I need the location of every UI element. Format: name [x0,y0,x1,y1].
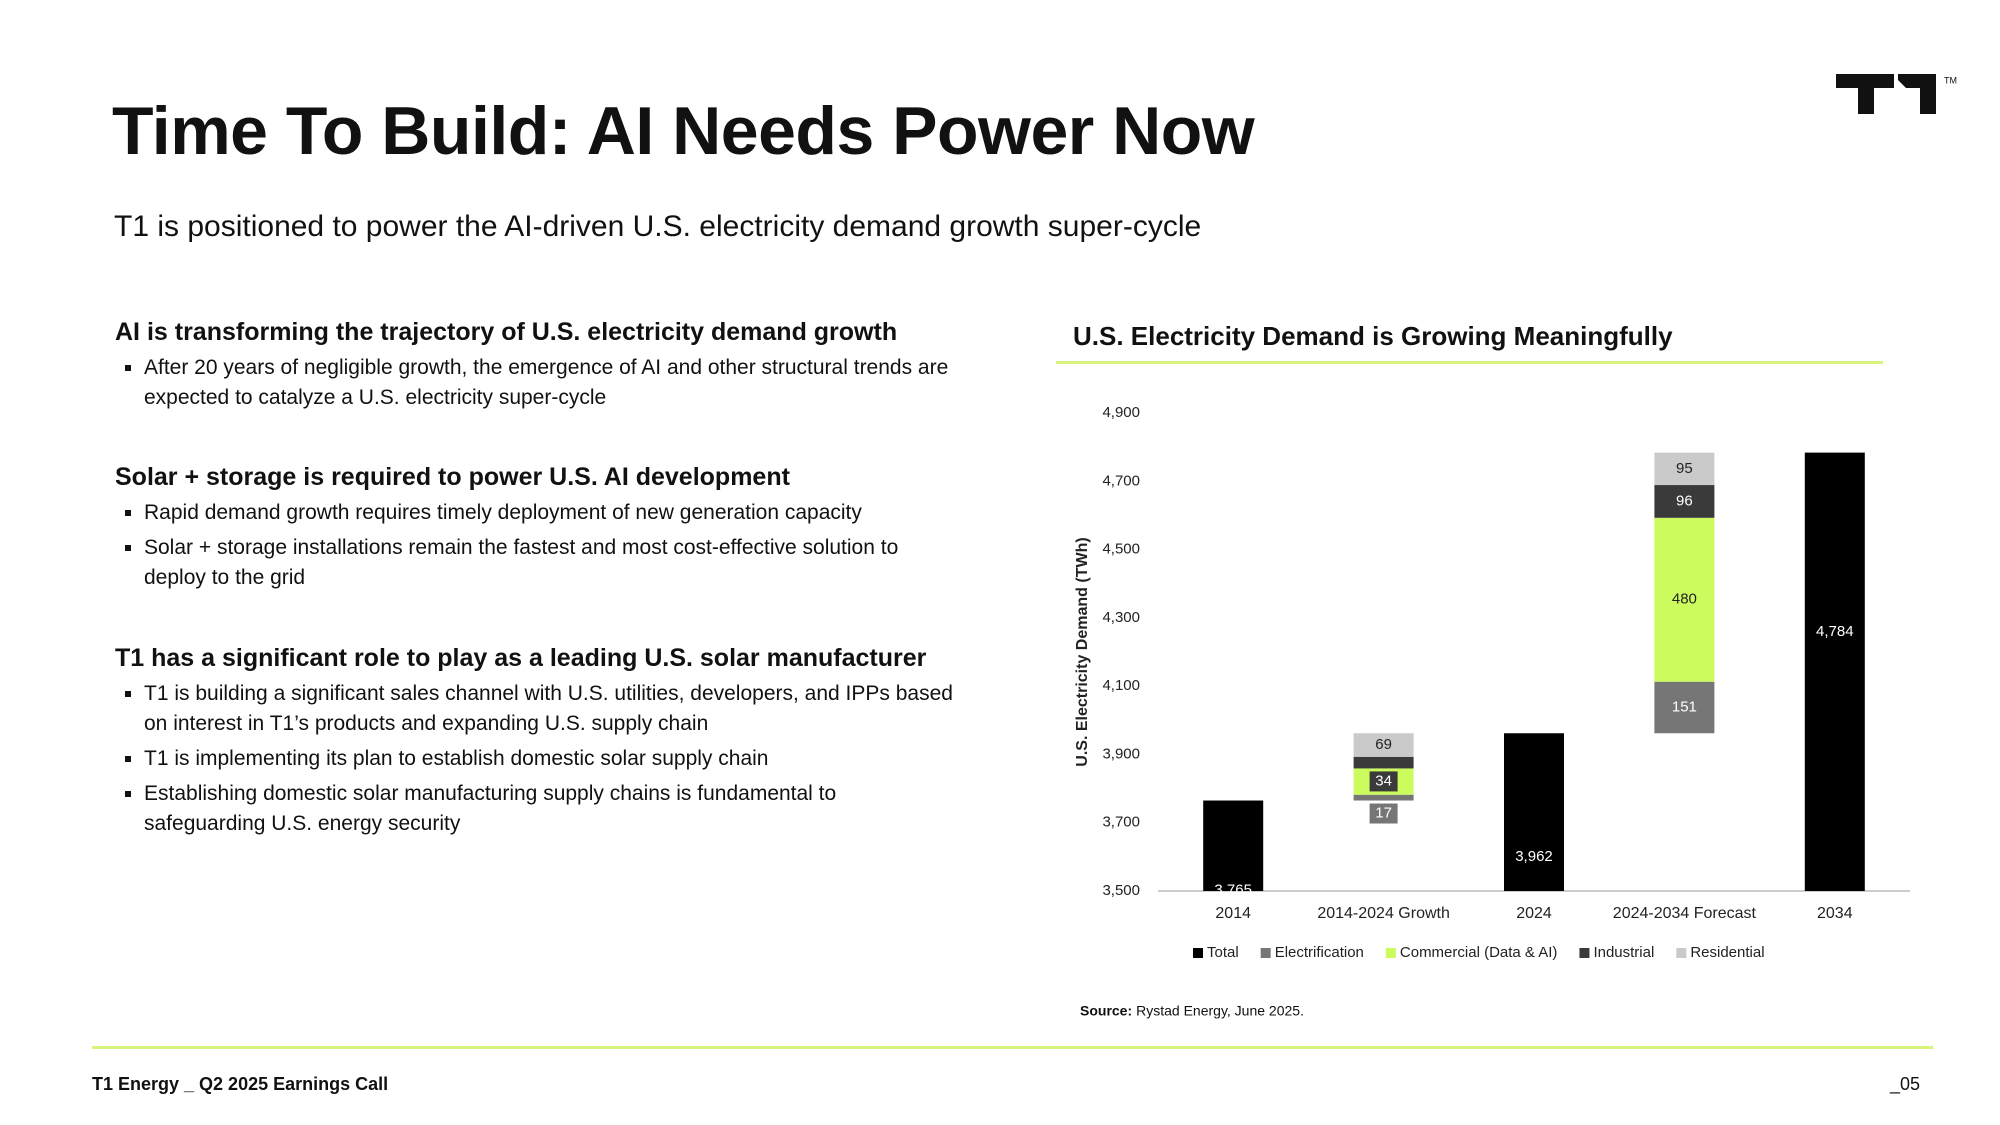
bar-segment [1654,681,1715,734]
source-label: Source: [1080,1003,1132,1019]
section: T1 has a significant role to play as a l… [115,644,955,844]
legend-swatch [1676,948,1687,958]
title: Time To Build: AI Needs Power Now [112,93,1255,169]
data-label: 3,765 [1214,882,1252,899]
y-tick-label: 3,700 [1102,814,1140,831]
x-tick-label: 2014-2024 Growth [1317,905,1450,922]
x-tick-label: 2024-2034 Forecast [1613,905,1757,922]
footer-rule [92,1046,1933,1049]
bullet: Establishing domestic solar manufacturin… [144,779,955,839]
subtitle: T1 is positioned to power the AI-driven … [114,210,1202,243]
data-label: 4,784 [1816,623,1854,640]
y-tick-label: 4,900 [1102,404,1140,421]
bar-segment [1654,452,1715,486]
x-tick-label: 2024 [1516,905,1552,922]
bar [1804,452,1865,891]
bar-segment [1654,517,1715,682]
data-label: 17 [1375,804,1392,821]
y-tick-label: 4,700 [1102,472,1140,489]
logo-tm: TM [1944,75,1957,85]
bullet: Solar + storage installations remain the… [144,533,955,593]
legend-swatch [1385,948,1396,958]
bullet-list: After 20 years of negligible growth, the… [115,353,955,413]
chart-title: U.S. Electricity Demand is Growing Meani… [1073,321,1673,351]
data-label: 96 [1676,492,1693,509]
legend-swatch [1193,948,1203,958]
y-tick-label: 3,500 [1102,882,1140,899]
source: Rystad Energy, June 2025. [1136,1003,1304,1019]
data-label: 69 [1375,736,1392,753]
legend-label: Total [1207,944,1239,961]
y-tick-label: 4,500 [1102,541,1140,558]
label-box [1369,771,1398,792]
bullet-list: T1 is building a significant sales chann… [115,679,955,839]
legend-label: Electrification [1275,944,1364,961]
x-tick-label: 2014 [1215,905,1251,922]
bullet: Rapid demand growth requires timely depl… [144,498,955,528]
bullet: T1 is building a significant sales chann… [144,679,955,739]
bar [1203,800,1264,891]
legend-swatch [1579,948,1590,958]
y-tick-label: 4,300 [1102,609,1140,626]
bar-segment [1654,485,1715,518]
bullet-list: Rapid demand growth requires timely depl… [115,498,955,593]
legend-swatch [1260,948,1271,958]
section-heading: Solar + storage is required to power U.S… [115,463,790,491]
x-tick-label: 2034 [1817,905,1853,922]
bullet: T1 is implementing its plan to establish… [144,744,955,774]
logo-1 [1898,74,1936,114]
legend-label: Industrial [1593,944,1654,961]
label-box [1369,803,1398,824]
data-label: 34 [1375,772,1392,789]
bar-segment [1353,733,1414,757]
bar-segment [1353,794,1414,801]
section: AI is transforming the trajectory of U.S… [115,318,955,418]
bullet: After 20 years of negligible growth, the… [144,353,955,413]
legend-label: Commercial (Data & AI) [1400,944,1558,961]
chart-title-rule [1056,361,1883,364]
section: Solar + storage is required to power U.S… [115,463,955,598]
logo: TM [1836,74,1957,114]
y-tick-label: 4,100 [1102,677,1140,694]
bar [1504,733,1564,891]
bar-segment [1353,756,1414,769]
legend-label: Residential [1690,944,1764,961]
data-label: 151 [1672,698,1697,715]
logo-t [1836,74,1894,114]
data-label: 95 [1676,460,1693,477]
footer-title: T1 Energy _ Q2 2025 Earnings Call [92,1074,389,1094]
chart: U.S. Electricity Demand is Growing Meani… [1056,321,1910,1019]
section-heading: AI is transforming the trajectory of U.S… [115,318,898,346]
data-label: 3,962 [1515,848,1553,865]
data-label: 480 [1672,591,1697,608]
y-tick-label: 3,900 [1102,745,1140,762]
page-number: _05 [1889,1074,1920,1094]
section-heading: T1 has a significant role to play as a l… [115,644,927,672]
y-axis-label: U.S. Electricity Demand (TWh) [1074,537,1091,766]
